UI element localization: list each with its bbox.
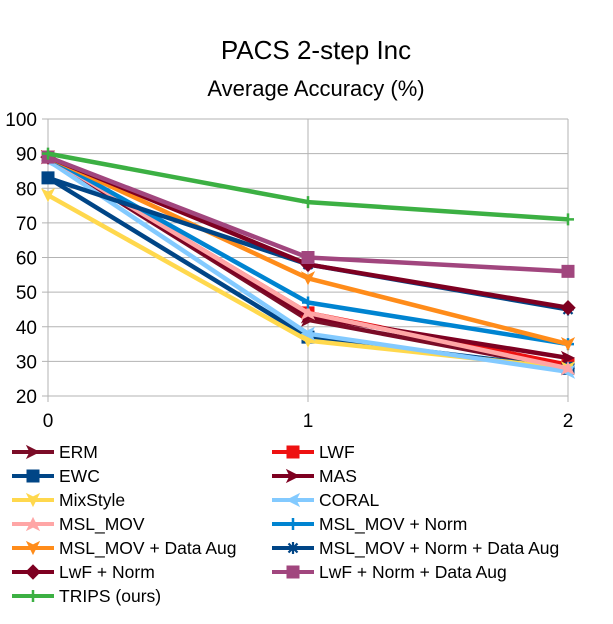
legend-item-msl-mov-data-aug: MSL_MOV + Data Aug <box>12 538 237 559</box>
x-tick-label: 0 <box>43 411 54 432</box>
data-point <box>300 271 316 286</box>
legend-label: MSL_MOV + Norm <box>319 514 467 535</box>
data-point <box>42 171 54 184</box>
chart-title: PACS 2-step Inc <box>221 35 411 65</box>
legend-item-ewc: EWC <box>12 466 100 486</box>
legend-label: MAS <box>319 466 357 486</box>
legend-item-msl-mov-norm-data-aug: MSL_MOV + Norm + Data Aug <box>272 538 559 559</box>
legend-item-coral: CORAL <box>272 490 380 510</box>
data-point <box>301 251 315 264</box>
data-point <box>560 299 576 316</box>
legend-label: MSL_MOV <box>59 514 145 535</box>
legend-label: MSL_MOV + Norm + Data Aug <box>319 538 559 559</box>
legend-swatch-marker <box>286 565 300 579</box>
data-point <box>42 147 54 160</box>
y-tick-label: 40 <box>16 318 37 339</box>
legend-label: MixStyle <box>59 490 125 510</box>
series-lines <box>40 147 576 379</box>
legend-item-erm: ERM <box>12 442 98 462</box>
legend-swatch-marker <box>287 542 299 554</box>
legend-label: EWC <box>59 466 100 486</box>
legend-swatch-marker <box>25 492 41 508</box>
y-tick-label: 80 <box>16 179 37 200</box>
legend-item-msl-mov: MSL_MOV <box>12 514 145 535</box>
legend-swatch-marker <box>285 492 301 508</box>
data-point <box>300 305 316 321</box>
data-point <box>560 336 576 352</box>
legend-item-lwf-norm: LwF + Norm <box>12 562 155 582</box>
y-axis-ticks: 20 30 40 50 60 70 80 90 100 <box>5 110 37 408</box>
legend-item-lwf-norm-data-aug: LwF + Norm + Data Aug <box>272 562 507 582</box>
y-tick-label: 30 <box>16 352 37 373</box>
x-axis-ticks: 0 1 2 <box>43 411 574 432</box>
legend-swatch-marker <box>286 445 300 459</box>
legend-item-msl-mov-norm: MSL_MOV + Norm <box>272 514 467 535</box>
legend-label: TRIPS (ours) <box>59 586 161 606</box>
legend-label: LWF <box>319 442 355 462</box>
y-tick-label: 100 <box>5 110 37 131</box>
y-tick-label: 20 <box>16 387 37 408</box>
chart-subtitle: Average Accuracy (%) <box>207 76 424 101</box>
legend-swatch-marker <box>25 540 41 556</box>
legend-label: LwF + Norm + Data Aug <box>319 562 507 582</box>
legend-swatch-marker <box>27 590 39 602</box>
legend-swatch-marker <box>26 469 40 483</box>
y-tick-label: 50 <box>16 283 37 304</box>
y-tick-label: 60 <box>16 249 37 270</box>
y-tick-label: 90 <box>16 145 37 166</box>
legend-item-mixstyle: MixStyle <box>12 490 125 510</box>
data-point <box>302 196 314 209</box>
data-point <box>560 350 576 366</box>
x-tick-label: 2 <box>563 411 574 432</box>
data-point <box>560 361 576 376</box>
series-lwf-norm-data-aug <box>41 150 575 278</box>
x-tick-label: 1 <box>303 411 314 432</box>
y-tick-label: 70 <box>16 214 37 235</box>
legend-label: ERM <box>59 442 98 462</box>
legend-item-mas: MAS <box>272 466 357 486</box>
legend-swatch-marker <box>25 444 41 460</box>
legend-swatch-marker <box>25 516 41 532</box>
legend-swatch-marker <box>285 468 301 484</box>
series-trips-ours <box>42 147 574 226</box>
legend-item-lwf: LWF <box>272 442 355 462</box>
data-point <box>561 264 575 278</box>
data-point <box>300 326 316 341</box>
data-point <box>40 188 56 203</box>
legend-label: LwF + Norm <box>59 562 155 582</box>
legend-swatch-marker <box>25 564 41 580</box>
legend: ERM LWF EWC MAS MixStyle CORAL MSL_MOV MSL_MOV … <box>12 442 559 606</box>
legend-swatch-marker <box>287 518 299 530</box>
legend-item-trips-ours: TRIPS (ours) <box>12 586 161 606</box>
data-point <box>302 296 314 309</box>
data-point <box>562 213 574 226</box>
legend-label: CORAL <box>319 490 380 510</box>
legend-label: MSL_MOV + Data Aug <box>59 538 237 559</box>
